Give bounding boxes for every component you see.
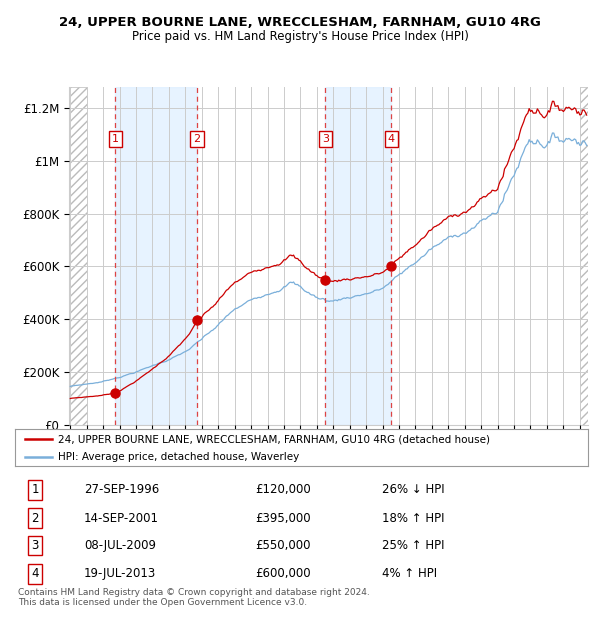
Text: Contains HM Land Registry data © Crown copyright and database right 2024.
This d: Contains HM Land Registry data © Crown c… (18, 588, 370, 607)
Text: 24, UPPER BOURNE LANE, WRECCLESHAM, FARNHAM, GU10 4RG: 24, UPPER BOURNE LANE, WRECCLESHAM, FARN… (59, 16, 541, 29)
Text: 4: 4 (31, 567, 39, 580)
Text: 1: 1 (31, 483, 39, 496)
Bar (325, 87, 391, 425)
Text: 18% ↑ HPI: 18% ↑ HPI (382, 512, 444, 525)
Bar (69, 87, 87, 425)
Text: £120,000: £120,000 (256, 483, 311, 496)
Text: 4% ↑ HPI: 4% ↑ HPI (382, 567, 437, 580)
Text: 3: 3 (322, 134, 329, 144)
Text: 26% ↓ HPI: 26% ↓ HPI (382, 483, 445, 496)
Bar (580, 87, 588, 425)
Text: 24, UPPER BOURNE LANE, WRECCLESHAM, FARNHAM, GU10 4RG (detached house): 24, UPPER BOURNE LANE, WRECCLESHAM, FARN… (58, 434, 490, 444)
Text: 4: 4 (388, 134, 395, 144)
Text: 25% ↑ HPI: 25% ↑ HPI (382, 539, 444, 552)
Text: 3: 3 (31, 539, 39, 552)
Text: 1: 1 (112, 134, 119, 144)
Text: £550,000: £550,000 (256, 539, 311, 552)
Text: 2: 2 (31, 512, 39, 525)
Text: £395,000: £395,000 (256, 512, 311, 525)
Text: 19-JUL-2013: 19-JUL-2013 (84, 567, 156, 580)
Text: 27-SEP-1996: 27-SEP-1996 (84, 483, 159, 496)
Bar (115, 87, 197, 425)
Text: 2: 2 (193, 134, 200, 144)
Text: £600,000: £600,000 (256, 567, 311, 580)
Text: HPI: Average price, detached house, Waverley: HPI: Average price, detached house, Wave… (58, 452, 299, 462)
Text: 08-JUL-2009: 08-JUL-2009 (84, 539, 156, 552)
Text: Price paid vs. HM Land Registry's House Price Index (HPI): Price paid vs. HM Land Registry's House … (131, 30, 469, 43)
Text: 14-SEP-2001: 14-SEP-2001 (84, 512, 159, 525)
